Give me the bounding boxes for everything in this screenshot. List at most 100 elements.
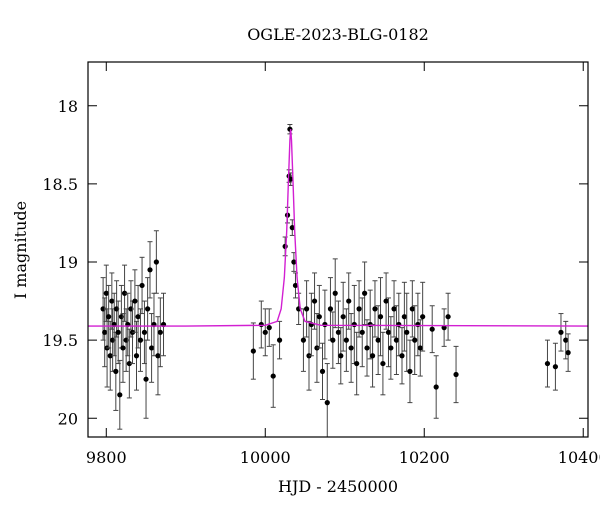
data-point [343,337,349,343]
data-point [354,360,360,367]
data-point [453,371,459,378]
data-point [316,314,322,320]
x-tick-label: 10200 [399,448,450,467]
data-point [369,353,376,359]
data-point [103,290,109,296]
data-point [552,364,559,370]
data-point [401,314,407,320]
data-point [324,400,330,406]
data-point [393,337,400,343]
data-point [258,321,264,328]
data-point [276,337,283,343]
data-point [335,329,341,335]
data-point [289,225,295,231]
data-point [433,384,439,390]
data-point [147,267,153,273]
data-point [340,314,346,320]
data-point [429,326,435,332]
data-point [148,345,155,351]
y-tick-label: 20 [58,409,78,428]
data-point [145,306,151,312]
chart-title: OGLE-2023-BLG-0182 [247,25,429,44]
data-point [319,368,326,374]
data-point [133,353,140,359]
data-point [558,329,564,335]
data-point [121,290,128,296]
data-point [380,360,386,367]
y-tick-label: 19.5 [42,331,78,350]
data-point [332,290,338,296]
data-point [288,176,294,182]
data-point [377,314,384,320]
data-point [445,314,451,320]
data-point [107,353,113,359]
data-point [266,325,272,331]
data-point [351,321,357,328]
data-point [291,259,297,265]
data-point [135,314,141,320]
plot-area [88,124,588,437]
data-point [311,298,318,304]
data-point [113,368,119,374]
data-point [139,282,145,289]
data-point [322,321,328,328]
data-point [372,306,378,312]
data-point [417,345,423,351]
x-axis-label: HJD - 2450000 [278,477,398,496]
data-point [106,314,112,320]
data-point [565,350,571,356]
data-point [396,321,402,328]
data-point [141,329,148,335]
data-point [327,306,334,312]
data-point [109,298,115,304]
data-point [544,360,551,367]
data-point [383,298,389,304]
data-point [346,298,352,304]
data-point [300,337,307,343]
data-point [117,392,123,398]
data-point [153,259,159,265]
data-point [375,337,381,343]
data-point [359,329,365,335]
data-point [330,337,336,343]
y-tick-label: 18 [58,97,78,116]
data-point [362,290,368,296]
y-tick-label: 18.5 [42,175,78,194]
data-point [563,337,569,343]
data-point [356,306,362,312]
data-point [388,345,394,351]
data-point [409,306,415,312]
data-point [262,329,268,335]
data-point [115,329,121,335]
data-point [132,298,138,304]
data-point [338,353,344,359]
data-point [348,345,354,351]
data-point [385,329,392,335]
frame [87,61,589,438]
data-point [304,306,310,312]
y-axis-label: I magnitude [11,201,30,299]
data-point [270,373,276,379]
data-point [126,360,132,367]
data-point [407,368,413,374]
data-point [250,348,256,354]
data-point [102,329,108,335]
data-point [137,337,144,343]
x-tick-label: 9800 [86,448,127,467]
data-point [420,314,426,320]
y-tick-label: 19 [58,253,78,272]
data-point [412,337,418,343]
data-point [157,329,163,335]
model-curve [88,129,588,327]
data-point [292,282,299,289]
data-point [282,243,288,249]
x-tick-label: 10400 [558,448,600,467]
data-point [364,345,370,351]
data-point [155,353,161,359]
data-point [120,345,126,351]
x-tick-label: 10000 [240,448,291,467]
data-point [143,376,149,382]
data-point [415,321,421,328]
